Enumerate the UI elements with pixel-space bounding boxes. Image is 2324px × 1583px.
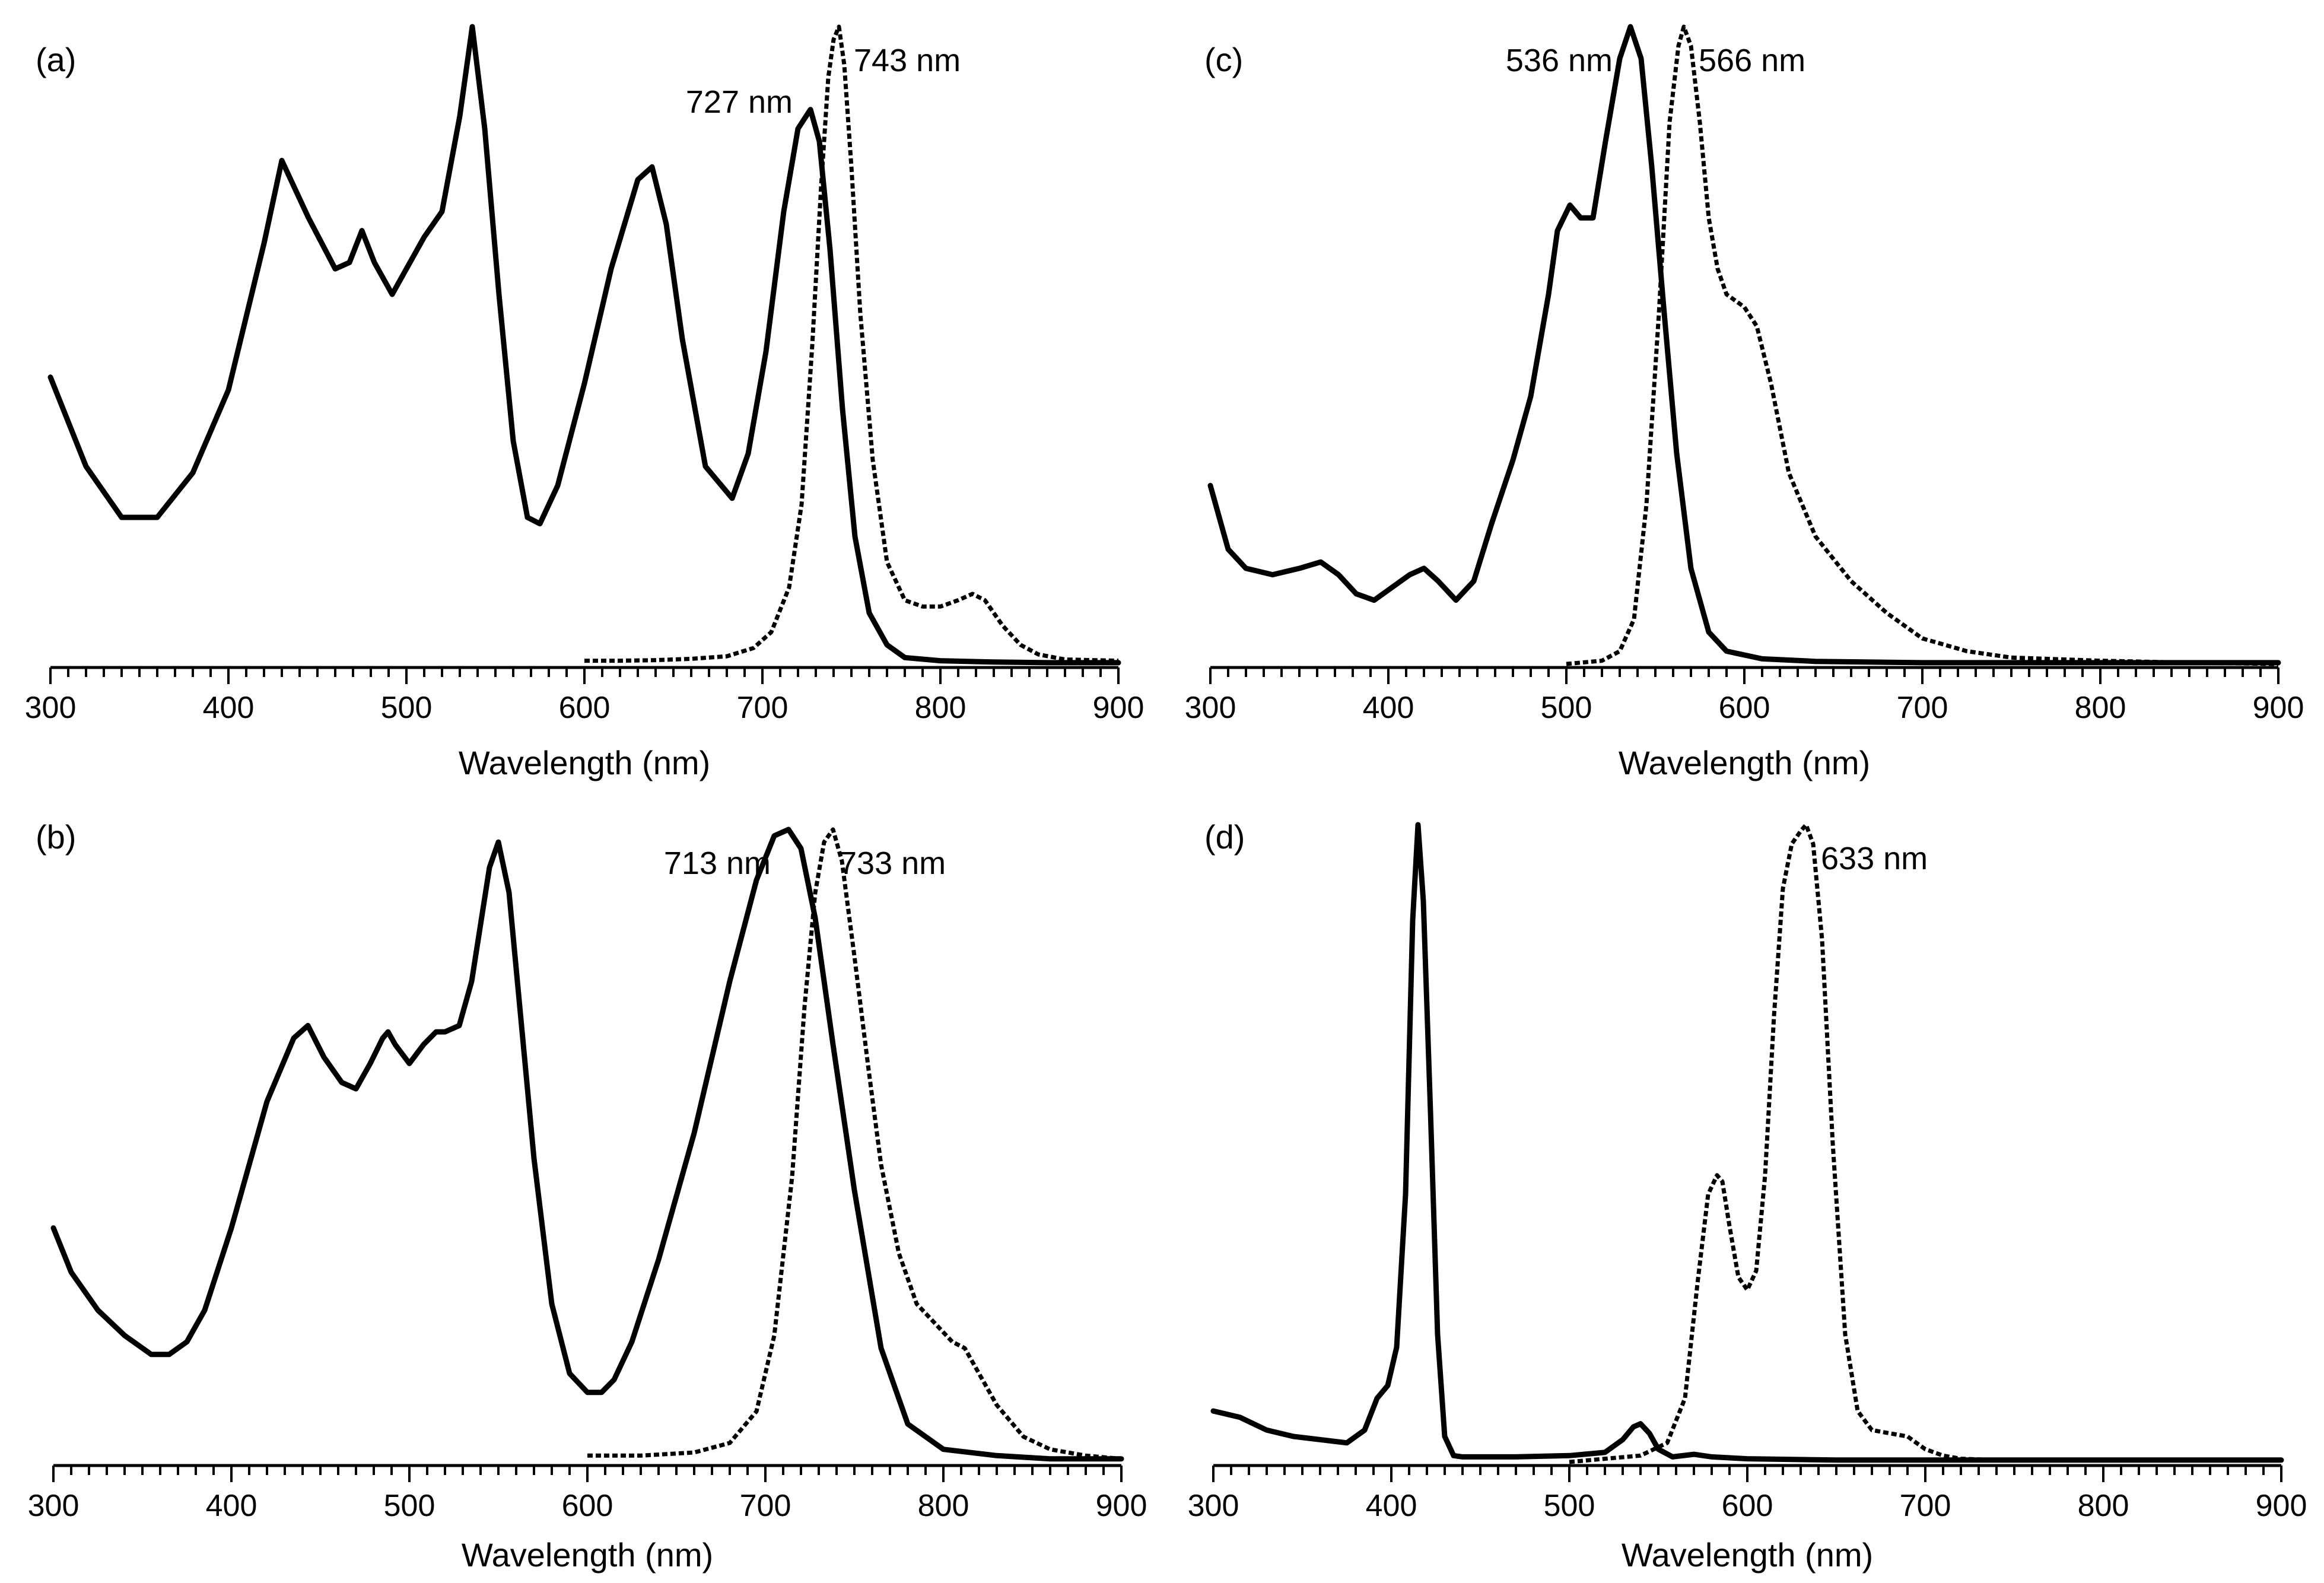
x-tick-label: 400 bbox=[1366, 1489, 1417, 1523]
panel-b-annotations: 713 nm 733 nm bbox=[664, 845, 946, 881]
panel-c-x-axis-title: Wavelength (nm) bbox=[1619, 744, 1870, 781]
peak-annotation: 733 nm bbox=[839, 845, 946, 881]
panel-b-x-axis: 300 400 500 600 700 800 900 bbox=[28, 1464, 1147, 1523]
x-tick-label: 600 bbox=[1719, 691, 1770, 725]
absorption-line bbox=[1210, 822, 2284, 1463]
x-tick-label: 800 bbox=[2075, 691, 2126, 725]
panel-b: (b) 300 400 500 600 700 800 900 713 nm 733 nm W… bbox=[28, 818, 1147, 1574]
peak-annotation: 566 nm bbox=[1699, 43, 1805, 78]
x-tick-label: 800 bbox=[2078, 1489, 2129, 1523]
panel-d: (d) 300 400 500 600 700 800 900 633 nm Wavelen… bbox=[1188, 818, 2307, 1574]
peak-annotation: 713 nm bbox=[664, 845, 771, 881]
x-tick-label: 500 bbox=[384, 1489, 435, 1523]
x-tick-label: 700 bbox=[1897, 691, 1948, 725]
x-tick-label: 700 bbox=[1900, 1489, 1951, 1523]
x-tick-label: 400 bbox=[203, 691, 255, 725]
panel-d-x-axis-title: Wavelength (nm) bbox=[1622, 1536, 1873, 1574]
panel-b-x-axis-title: Wavelength (nm) bbox=[462, 1536, 713, 1574]
x-tick-label: 600 bbox=[559, 691, 611, 725]
x-tick-label: 700 bbox=[737, 691, 789, 725]
absorption-line bbox=[1207, 24, 2281, 666]
panel-d-series bbox=[1210, 822, 2284, 1464]
emission-line bbox=[587, 827, 1122, 1461]
panel-c: (c) 300 400 500 600 700 800 900 536 nm 566 nm W… bbox=[1185, 24, 2304, 781]
panel-a-label: (a) bbox=[36, 41, 76, 78]
emission-line bbox=[584, 24, 1119, 663]
x-tick-label: 400 bbox=[1363, 691, 1414, 725]
x-tick-label: 600 bbox=[1722, 1489, 1773, 1523]
panel-a-x-axis: 300 400 500 600 700 800 900 bbox=[25, 666, 1144, 725]
emission-line bbox=[1569, 822, 2103, 1464]
x-tick-label: 300 bbox=[1188, 1489, 1239, 1523]
x-tick-label: 300 bbox=[1185, 691, 1236, 725]
panel-c-annotations: 536 nm 566 nm bbox=[1506, 43, 1805, 78]
peak-annotation: 727 nm bbox=[686, 84, 793, 120]
x-tick-label: 600 bbox=[562, 1489, 613, 1523]
panel-b-label: (b) bbox=[36, 818, 76, 856]
peak-annotation: 633 nm bbox=[1821, 841, 1928, 876]
panel-c-x-axis: 300 400 500 600 700 800 900 bbox=[1185, 666, 2304, 725]
panel-a: (a) 300 400 500 600 700 800 900 727 nm 743 nm W… bbox=[25, 24, 1144, 781]
x-tick-label: 800 bbox=[918, 1489, 969, 1523]
x-tick-label: 900 bbox=[1096, 1489, 1147, 1523]
panel-d-x-axis: 300 400 500 600 700 800 900 bbox=[1188, 1464, 2307, 1523]
x-tick-label: 800 bbox=[915, 691, 967, 725]
panel-c-label: (c) bbox=[1204, 41, 1243, 78]
x-tick-label: 500 bbox=[1544, 1489, 1595, 1523]
panel-b-series bbox=[50, 827, 1124, 1462]
x-tick-label: 900 bbox=[2253, 691, 2304, 725]
absorption-line bbox=[50, 827, 1124, 1462]
x-tick-label: 500 bbox=[381, 691, 433, 725]
x-tick-label: 700 bbox=[740, 1489, 791, 1523]
x-tick-label: 300 bbox=[28, 1489, 80, 1523]
x-tick-label: 300 bbox=[25, 691, 77, 725]
peak-annotation: 743 nm bbox=[854, 43, 961, 78]
x-tick-label: 500 bbox=[1541, 691, 1592, 725]
emission-line bbox=[1566, 24, 2279, 666]
x-tick-label: 900 bbox=[2256, 1489, 2307, 1523]
panel-c-series bbox=[1207, 24, 2281, 666]
panel-a-x-axis-title: Wavelength (nm) bbox=[459, 744, 710, 781]
peak-annotation: 536 nm bbox=[1506, 43, 1613, 78]
panel-a-annotations: 727 nm 743 nm bbox=[686, 43, 961, 120]
x-tick-label: 900 bbox=[1093, 691, 1144, 725]
panel-d-label: (d) bbox=[1204, 818, 1245, 856]
panel-d-annotations: 633 nm bbox=[1821, 841, 1928, 876]
x-tick-label: 400 bbox=[206, 1489, 257, 1523]
panel-a-series bbox=[47, 24, 1121, 666]
absorption-line bbox=[47, 24, 1121, 666]
